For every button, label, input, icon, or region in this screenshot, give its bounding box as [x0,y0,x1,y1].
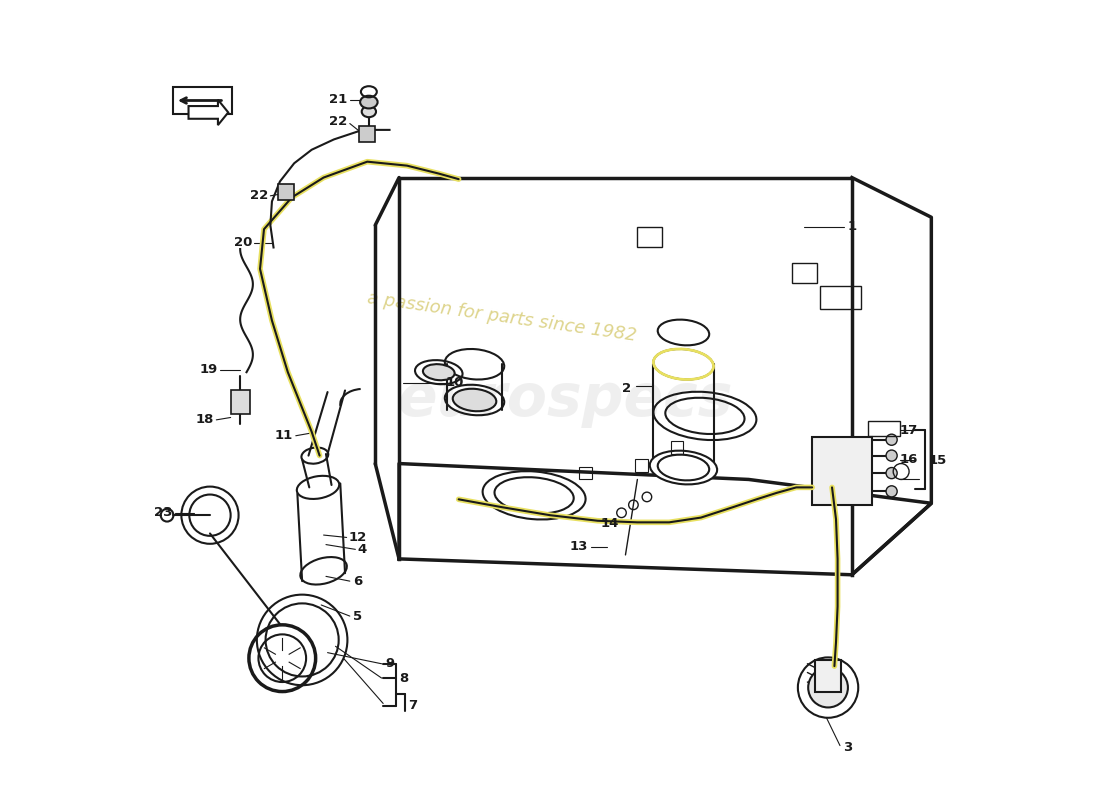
Text: 11: 11 [274,430,293,442]
Bar [671,442,683,454]
Bar [635,458,648,471]
Text: 2: 2 [621,382,631,394]
Text: 16: 16 [900,453,917,466]
Bar [231,390,250,414]
Bar [360,126,375,142]
Text: a passion for parts since 1982: a passion for parts since 1982 [366,289,638,345]
Bar [637,227,662,247]
Circle shape [887,467,898,478]
FancyBboxPatch shape [174,87,232,114]
Ellipse shape [650,450,717,485]
Text: 4: 4 [358,543,367,556]
Text: 12: 12 [349,531,367,544]
Polygon shape [188,100,229,125]
Text: 5: 5 [353,610,362,622]
Bar [278,184,294,200]
Circle shape [887,486,898,497]
Text: 7: 7 [408,699,418,712]
Text: 1: 1 [847,220,856,234]
Circle shape [887,450,898,461]
Bar [812,438,871,505]
Text: 6: 6 [353,574,362,588]
Text: eurospecs: eurospecs [398,371,734,429]
Bar [821,286,861,309]
Circle shape [887,434,898,446]
Ellipse shape [362,106,376,117]
Text: 3: 3 [844,742,852,754]
Text: 15: 15 [928,454,946,467]
Text: 9: 9 [386,658,395,670]
Text: 20: 20 [233,236,252,250]
Text: 17: 17 [900,424,917,437]
Bar [868,422,900,436]
Bar [815,660,840,691]
Text: 22: 22 [329,115,348,129]
Ellipse shape [422,364,454,380]
Bar [580,466,592,479]
Circle shape [808,668,848,707]
Text: 14: 14 [601,517,619,530]
Text: 18: 18 [196,414,214,426]
Text: 8: 8 [399,671,408,685]
Ellipse shape [360,96,377,109]
Text: 10: 10 [446,376,464,389]
Text: 13: 13 [570,541,589,554]
Bar [792,262,817,283]
Text: 19: 19 [200,363,218,376]
Ellipse shape [453,389,496,411]
Text: 22: 22 [250,190,268,202]
Text: 23: 23 [154,506,173,519]
Text: 21: 21 [329,93,348,106]
